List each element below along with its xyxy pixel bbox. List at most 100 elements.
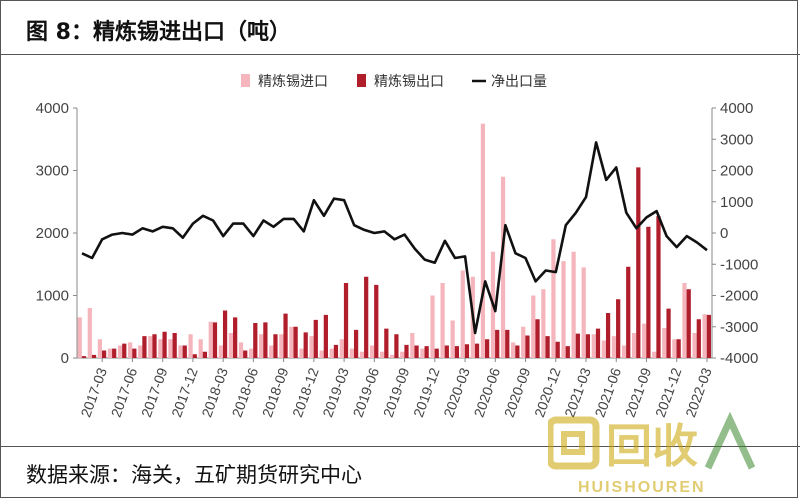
import-bar [450,320,455,358]
import-bar [601,340,606,358]
import-bar [87,308,92,358]
export-bar [404,344,409,358]
import-bar [359,351,365,358]
import-bar [621,345,627,358]
export-bar [233,317,238,358]
export-bar [212,322,218,358]
import-bar [581,267,586,358]
import-bar [228,333,234,358]
export-bar [636,167,641,358]
export-bar [444,345,449,358]
import-bar [611,336,617,358]
import-bar [128,342,133,358]
x-tick-label: 2017-03 [77,365,110,419]
export-bar [585,334,591,358]
import-bar [460,270,465,358]
export-bar [605,313,611,358]
left-tick-label: 0 [61,350,69,367]
import-bar [178,345,183,358]
export-bar [172,333,177,358]
import-bar [77,317,82,358]
export-bar [495,329,500,358]
x-tick-label: 2020-03 [440,365,473,419]
export-bar [454,346,460,358]
import-bar [289,326,294,358]
import-bar [571,251,576,358]
import-bar [662,328,667,358]
export-bar [525,335,530,358]
x-tick-label: 2018-06 [229,365,262,419]
export-bar [686,289,691,358]
import-bar [138,345,143,358]
export-bar [222,310,228,358]
import-bar [319,350,324,358]
export-bar [656,216,661,358]
right-tick-label: 2000 [720,163,753,180]
left-tick-label: 4000 [36,100,69,117]
export-bar [101,350,107,358]
import-bar [541,289,546,358]
title-bar: 图 8：精炼锡进出口（吨） [0,0,800,55]
export-bar [333,344,339,358]
export-bar [303,332,308,358]
export-bar [464,344,470,358]
export-bar [142,336,147,358]
import-bar [521,326,526,358]
x-tick-label: 2017-06 [108,365,141,419]
right-tick-label: -3000 [720,319,758,336]
import-bar [430,295,435,358]
import-bar [218,345,223,358]
x-tick-label: 2020-09 [501,365,534,419]
right-tick-label: 3000 [720,131,753,148]
import-bar [309,336,314,358]
export-bar [646,226,651,358]
legend-label: 净出口量 [491,74,547,90]
import-bar [410,333,415,358]
import-bar [480,123,486,358]
import-bar [591,334,596,358]
export-bar [132,348,137,358]
net-export-line [81,141,708,335]
legend-label: 精炼锡进口 [258,74,328,90]
import-bar [702,314,707,358]
import-bar [440,283,445,358]
import-bar [642,323,647,358]
export-bar [192,354,197,358]
import-bar [400,351,405,358]
export-bar [424,346,429,358]
import-bar [269,345,274,358]
import-bar [198,339,203,358]
legend-swatch-import [241,74,250,87]
export-bar [555,341,560,358]
x-tick-label: 2019-09 [380,365,413,419]
import-bar [208,321,213,358]
export-bar [364,276,369,358]
svg-text:HUISHOUREN: HUISHOUREN [578,479,706,496]
import-bar [107,348,113,358]
import-bar [369,345,375,358]
export-bar [374,284,379,358]
import-bar [420,348,425,358]
import-bar [349,348,354,358]
export-bar [706,314,711,358]
x-tick-label: 2017-12 [168,365,201,419]
left-tick-label: 2000 [36,225,69,242]
export-bar [81,356,87,358]
source-note: 数据来源：海关，五矿期货研究中心 [26,463,362,487]
export-bar [283,313,288,358]
export-bar [696,319,701,358]
svg-text:回收: 回收 [606,419,698,473]
import-bar [682,283,687,358]
chart-title: 图 8：精炼锡进出口（吨） [26,20,291,45]
right-tick-label: 0 [720,225,728,242]
x-tick-label: 2020-06 [471,365,504,419]
import-bar [531,295,536,358]
left-tick-label: 1000 [36,288,69,305]
import-bar [299,348,304,358]
export-bar [545,336,550,358]
import-bar [652,351,657,358]
export-bar [384,328,389,358]
watermark-logo: 回收 HUISHOUREN [548,412,756,496]
export-bar [202,351,208,358]
